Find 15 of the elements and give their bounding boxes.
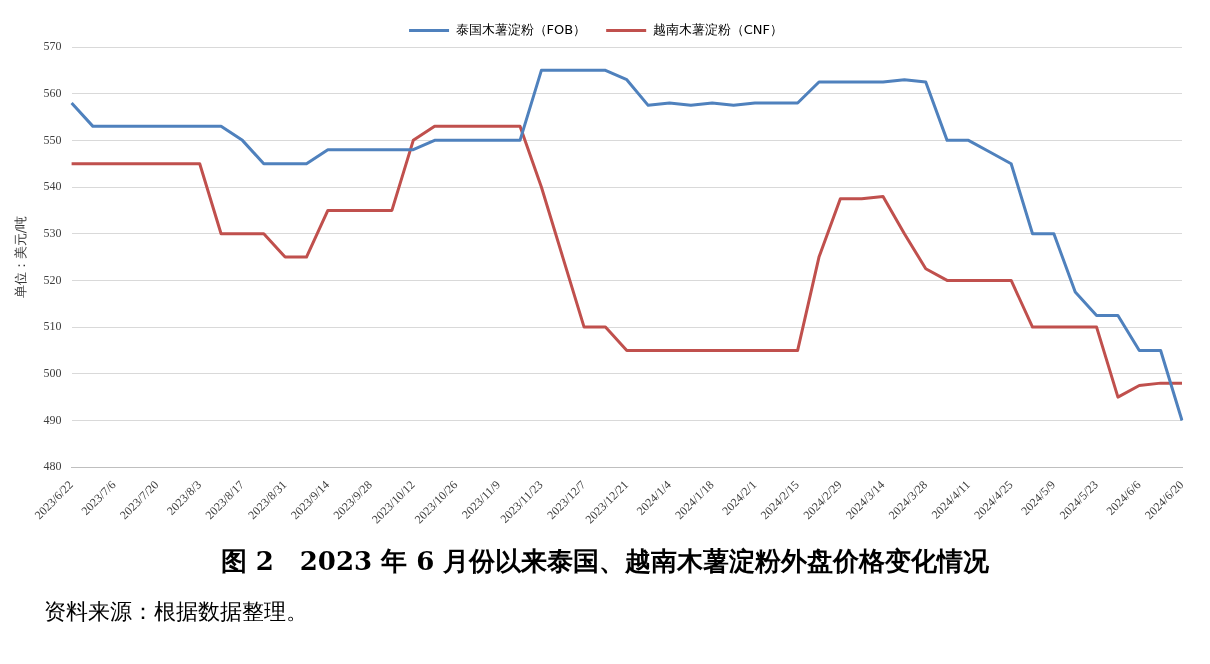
y-tick-label: 530 [43, 225, 62, 240]
y-tick-label: 540 [43, 179, 62, 194]
y-tick-label: 510 [43, 319, 62, 334]
y-tick-label: 520 [43, 272, 62, 287]
text: 图 2 2023 年 6 月份以来泰国、越南木薯淀粉外盘价格变化情况 [219, 545, 991, 578]
y-tick-label: 480 [43, 459, 62, 474]
y-tick-label: 550 [43, 132, 62, 147]
y-axis-title: 单位：美元/吨 [13, 215, 29, 299]
y-tick-label: 560 [43, 85, 62, 100]
text: 资料来源：根据数据整理。 [44, 598, 309, 626]
y-tick-label: 490 [43, 412, 62, 427]
y-tick-label: 500 [43, 365, 62, 380]
legend-label: 泰国木薯淀粉（FOB） [455, 21, 587, 37]
y-tick-label: 570 [43, 39, 62, 54]
legend-label: 越南木薯淀粉（CNF） [652, 21, 783, 37]
